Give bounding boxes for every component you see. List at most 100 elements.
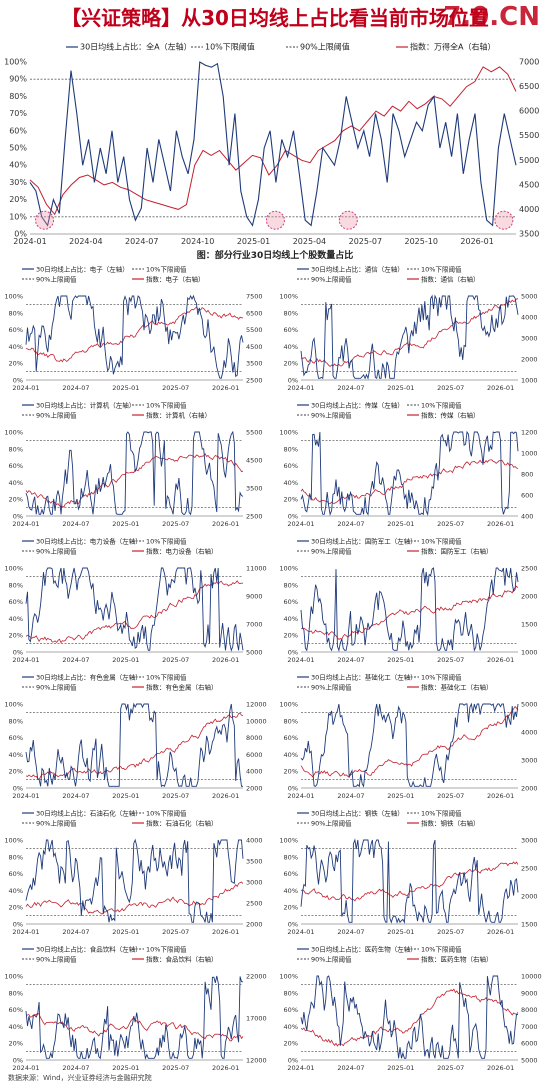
- chart-10-y-right-tick-0: 1500: [521, 921, 538, 929]
- chart-7-legend-label-2: 90%上限阈值: [36, 683, 77, 692]
- chart-7-y-right-tick-5: 12000: [246, 701, 267, 709]
- chart-1: 30日均线上占比：电子（左轴） 10%下限阈值 90%上限阈值 指数：电子（右轴） 0%…: [4, 265, 263, 393]
- chart-6-y-left-tick-3: 60%: [284, 598, 298, 606]
- chart-0-y-right-tick-4: 5500: [519, 131, 539, 140]
- chart-9-x-tick-3: 2025-07: [162, 928, 189, 936]
- chart-9-y-right-tick-3: 3500: [246, 858, 263, 866]
- chart-7-legend-label-1: 10%下限阈值: [146, 673, 187, 682]
- chart-12-y-right-tick-0: 5000: [521, 1057, 538, 1065]
- chart-0-y-left-tick-2: 20%: [9, 195, 27, 204]
- chart-8-legend-label-3: 指数：基础化工（右轴）: [421, 683, 493, 692]
- chart-8-y-right-tick-3: 5000: [521, 701, 538, 709]
- chart-2-y-right-tick-1: 2000: [521, 356, 538, 364]
- chart-1-x-tick-2: 2025-01: [112, 384, 139, 392]
- chart-0: 30日均线上占比：全A（左轴） 10%下限阈值 90%上限阈值 指数：万得全A（右轴）…: [4, 42, 539, 247]
- chart-6-y-left-tick-4: 80%: [284, 581, 298, 589]
- chart-0-y-right-tick-2: 4500: [519, 180, 539, 189]
- chart-9-y-left-tick-1: 20%: [9, 904, 23, 912]
- chart-8-y-left-tick-4: 80%: [284, 717, 298, 725]
- chart-6-y-left-tick-5: 100%: [279, 565, 298, 573]
- chart-6-y-right-tick-0: 1000: [521, 649, 538, 657]
- chart-9-y-right-tick-4: 4000: [246, 837, 263, 845]
- chart-3-x-tick-1: 2024-07: [62, 520, 89, 528]
- chart-11-x-tick-0: 2024-01: [12, 1064, 39, 1072]
- chart-0-y-left-tick-1: 10%: [9, 212, 27, 221]
- chart-4-legend-label-0: 30日均线上占比：传媒（左轴）: [311, 401, 404, 410]
- chart-7-y-right-tick-1: 4000: [246, 768, 263, 776]
- chart-6-x-tick-3: 2025-07: [437, 656, 464, 664]
- chart-12-y-left-tick-1: 20%: [284, 1040, 298, 1048]
- chart-9-legend-label-0: 30日均线上占比：石油石化（左轴）: [36, 809, 142, 818]
- chart-8-y-right-tick-0: 2000: [521, 785, 538, 793]
- chart-0-y-left-tick-8: 80%: [9, 92, 27, 101]
- chart-6-x-tick-1: 2024-07: [337, 656, 364, 664]
- chart-4-y-left-tick-3: 60%: [284, 462, 298, 470]
- chart-0-y-right-tick-3: 5000: [519, 156, 539, 165]
- chart-3-y-right-tick-0: 2500: [246, 513, 263, 521]
- chart-7-y-left-tick-1: 20%: [9, 768, 23, 776]
- chart-7-y-left-tick-0: 0%: [13, 785, 23, 793]
- chart-8-x-tick-4: 2026-01: [487, 792, 514, 800]
- chart-11-x-tick-1: 2024-07: [62, 1064, 89, 1072]
- chart-6-legend-label-2: 90%上限阈值: [311, 547, 352, 556]
- chart-1-legend-label-0: 30日均线上占比：电子（左轴）: [36, 265, 129, 274]
- chart-5-legend-label-3: 指数：电力设备（右轴）: [146, 547, 218, 556]
- chart-0-x-tick-5: 2025-04: [293, 237, 326, 246]
- source-note: 数据来源：Wind，兴业证券经济与金融研究院: [8, 1074, 152, 1082]
- chart-3-share-series: [25, 430, 244, 516]
- chart-10-legend-label-2: 90%上限阈值: [311, 819, 352, 828]
- chart-6-legend-label-0: 30日均线上占比：国防军工（左轴）: [311, 537, 417, 546]
- chart-2-x-tick-4: 2026-01: [487, 384, 514, 392]
- chart-0-y-right-tick-1: 4000: [519, 205, 539, 214]
- chart-7-legend-label-3: 指数：有色金属（右轴）: [146, 683, 218, 692]
- chart-11-y-left-tick-5: 100%: [4, 973, 23, 981]
- chart-2-legend-label-1: 10%下限阈值: [421, 265, 462, 274]
- chart-5-y-right-tick-1: 7000: [246, 621, 263, 629]
- chart-8-legend-label-2: 90%上限阈值: [311, 683, 352, 692]
- chart-0-x-tick-2: 2024-07: [125, 237, 158, 246]
- chart-5-index-series: [25, 580, 244, 644]
- chart-7-legend-label-0: 30日均线上占比：有色金属（左轴）: [36, 673, 142, 682]
- chart-4-y-left-tick-2: 40%: [284, 479, 298, 487]
- chart-11-y-left-tick-1: 20%: [9, 1040, 23, 1048]
- chart-3-legend-label-2: 90%上限阈值: [36, 411, 77, 420]
- chart-4-y-left-tick-5: 100%: [279, 429, 298, 437]
- chart-9-x-tick-4: 2026-01: [212, 928, 239, 936]
- chart-2-legend-label-0: 30日均线上占比：通信（左轴）: [311, 265, 404, 274]
- chart-0-x-tick-4: 2025-01: [237, 237, 270, 246]
- chart-0-legend-label-3: 指数：万得全A（右轴）: [410, 42, 495, 52]
- chart-12: 30日均线上占比：医药生物（左轴） 10%下限阈值 90%上限阈值 指数：医药生物（右…: [279, 945, 541, 1073]
- chart-3-index-series: [25, 453, 244, 508]
- chart-11-x-tick-3: 2025-07: [162, 1064, 189, 1072]
- chart-0-y-right-tick-6: 6500: [519, 82, 539, 91]
- chart-10-x-tick-2: 2025-01: [387, 928, 414, 936]
- chart-6-x-tick-4: 2026-01: [487, 656, 514, 664]
- chart-1-index-series: [25, 306, 244, 363]
- chart-3-x-tick-0: 2024-01: [12, 520, 39, 528]
- chart-8-x-tick-3: 2025-07: [437, 792, 464, 800]
- chart-11-x-tick-4: 2026-01: [212, 1064, 239, 1072]
- chart-7-y-left-tick-4: 80%: [9, 717, 23, 725]
- chart-1-x-tick-4: 2026-01: [212, 384, 239, 392]
- chart-4-y-right-tick-1: 600: [521, 492, 533, 500]
- watermark: 7.0.CN: [443, 2, 540, 32]
- chart-7-y-left-tick-5: 100%: [4, 701, 23, 709]
- chart-3-legend-label-0: 30日均线上占比：计算机（左轴）: [36, 401, 135, 410]
- chart-4-y-right-tick-2: 800: [521, 471, 533, 479]
- chart-0-y-right-tick-0: 3500: [519, 230, 539, 239]
- chart-12-y-left-tick-5: 100%: [279, 973, 298, 981]
- chart-10-legend-label-3: 指数：钢铁（右轴）: [421, 819, 480, 828]
- chart-4-share-series: [300, 430, 519, 516]
- chart-3-y-left-tick-2: 40%: [9, 479, 23, 487]
- chart-0-bottom-marker-0: [35, 210, 55, 230]
- chart-4-y-left-tick-4: 80%: [284, 445, 298, 453]
- chart-6-y-left-tick-1: 20%: [284, 632, 298, 640]
- chart-10-x-tick-3: 2025-07: [437, 928, 464, 936]
- chart-0-y-right-tick-5: 6000: [519, 107, 539, 116]
- chart-8-x-tick-0: 2024-01: [287, 792, 314, 800]
- chart-8-x-tick-1: 2024-07: [337, 792, 364, 800]
- chart-1-y-right-tick-2: 4500: [246, 343, 263, 351]
- chart-1-y-left-tick-2: 40%: [9, 343, 23, 351]
- chart-11-x-tick-2: 2025-01: [112, 1064, 139, 1072]
- chart-7-x-tick-1: 2024-07: [62, 792, 89, 800]
